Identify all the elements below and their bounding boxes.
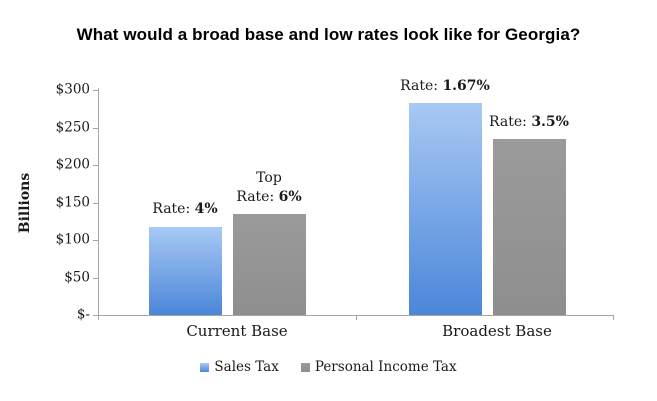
bar-personal-income-tax-current-base <box>232 213 306 315</box>
bar-annotation-sales-tax-current-base: Rate: 4% <box>152 201 218 218</box>
legend-item-personal-income-tax: Personal Income Tax <box>300 359 457 375</box>
legend-label: Personal Income Tax <box>314 359 457 375</box>
legend-item-sales-tax: Sales Tax <box>200 359 279 375</box>
bar-personal-income-tax-broadest-base <box>492 138 566 315</box>
legend-label: Sales Tax <box>214 359 279 375</box>
bar-annotation-personal-income-tax-broadest-base: Rate: 3.5% <box>489 113 569 130</box>
y-tick-label: $250 <box>55 118 90 135</box>
chart-title: What would a broad base and low rates lo… <box>76 25 581 44</box>
bar-sales-tax-broadest-base <box>408 102 482 315</box>
y-axis-tick <box>93 240 98 241</box>
y-tick-label: $50 <box>64 268 90 285</box>
bar-annotation-sales-tax-broadest-base: Rate: 1.67% <box>400 77 490 94</box>
bar-sales-tax-current-base <box>148 226 222 315</box>
y-axis-tick <box>93 277 98 279</box>
y-tick-label: $200 <box>55 156 90 173</box>
y-axis-tick <box>93 127 98 129</box>
y-tick-label: $300 <box>55 81 90 98</box>
category-label-current-base: Current Base <box>186 322 288 340</box>
y-axis-tick <box>93 165 98 166</box>
y-axis-tick <box>93 202 98 204</box>
x-axis-tick <box>355 315 357 320</box>
y-axis-tick <box>93 90 98 91</box>
y-tick-label: $100 <box>55 231 90 248</box>
y-axis-tick <box>93 315 98 316</box>
legend-swatch-icon <box>300 363 310 372</box>
y-axis-line <box>98 88 99 316</box>
x-axis-tick <box>98 315 99 320</box>
bar-annotation-personal-income-tax-current-base: Top Rate: 6% <box>236 170 302 205</box>
y-tick-label: $150 <box>55 193 90 210</box>
legend: Sales Tax Personal Income Tax <box>0 359 657 375</box>
x-axis-tick <box>613 315 614 320</box>
category-label-broadest-base: Broadest Base <box>442 322 552 340</box>
legend-swatch-icon <box>200 363 210 372</box>
y-tick-label: $- <box>76 306 90 323</box>
